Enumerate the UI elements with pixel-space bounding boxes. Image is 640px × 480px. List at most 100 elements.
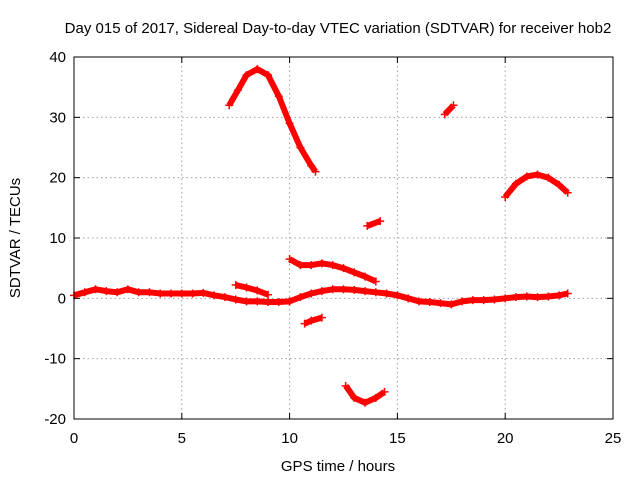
data-point xyxy=(341,381,350,390)
data-point xyxy=(274,297,283,306)
data-point xyxy=(376,217,385,226)
y-tick-label: -10 xyxy=(44,351,66,368)
series-line xyxy=(235,282,270,298)
data-point xyxy=(380,387,389,396)
series-falling-left xyxy=(231,281,273,299)
series-short-neg xyxy=(300,313,326,328)
y-tick-label: 40 xyxy=(49,49,66,66)
data-point xyxy=(490,295,499,304)
data-point xyxy=(563,188,572,197)
data-point xyxy=(231,281,240,290)
data-point xyxy=(231,295,240,304)
data-point xyxy=(188,289,197,298)
data-point xyxy=(339,264,348,273)
series-line xyxy=(366,218,382,229)
data-point xyxy=(296,143,305,152)
data-point xyxy=(80,288,89,297)
data-point xyxy=(317,259,326,268)
data-point xyxy=(311,167,320,176)
data-point xyxy=(145,288,154,297)
data-point xyxy=(242,297,251,306)
data-point xyxy=(285,255,294,264)
data-point xyxy=(511,179,520,188)
data-point xyxy=(264,71,273,80)
data-point xyxy=(134,288,143,297)
data-point xyxy=(501,294,510,303)
data-point xyxy=(440,110,449,119)
data-point xyxy=(274,92,283,101)
x-tick-label: 20 xyxy=(497,430,514,447)
x-tick-label: 15 xyxy=(389,430,406,447)
data-point xyxy=(253,297,262,306)
series-falling-mid xyxy=(285,255,380,286)
data-point xyxy=(404,294,413,303)
series-baseline-b xyxy=(285,285,572,309)
data-point xyxy=(533,170,542,179)
x-tick-label: 10 xyxy=(281,430,298,447)
data-point xyxy=(199,288,208,297)
x-tick-label: 0 xyxy=(70,430,78,447)
data-point xyxy=(350,393,359,402)
data-point xyxy=(328,261,337,270)
series-line xyxy=(442,103,456,117)
series-line xyxy=(226,66,318,174)
data-point xyxy=(414,297,423,306)
x-tick-label: 25 xyxy=(605,430,622,447)
data-point xyxy=(113,288,122,297)
grid xyxy=(74,57,613,419)
data-point xyxy=(233,86,242,95)
y-tick-label: 0 xyxy=(58,290,66,307)
axis-ticks: 0 5 10 15 20 25 -20 -10 0 10 20 30 40 xyxy=(44,49,621,447)
data-point xyxy=(91,285,100,294)
data-point xyxy=(123,285,132,294)
data-point xyxy=(307,261,316,270)
data-point xyxy=(447,300,456,309)
data-point xyxy=(350,268,359,277)
y-tick-label: 30 xyxy=(49,109,66,126)
data-point xyxy=(307,161,316,170)
data-point xyxy=(382,289,391,298)
data-point xyxy=(425,297,434,306)
data-point xyxy=(285,297,294,306)
data-point xyxy=(253,65,262,74)
data-point xyxy=(522,292,531,301)
data-point xyxy=(371,277,380,286)
data-point xyxy=(307,316,316,325)
data-point xyxy=(264,297,273,306)
data-point xyxy=(533,293,542,302)
data-point xyxy=(393,291,402,300)
data-point xyxy=(544,173,553,182)
data-point xyxy=(328,285,337,294)
data-point xyxy=(264,290,273,299)
data-point xyxy=(317,313,326,322)
series-arc-high xyxy=(225,65,320,176)
y-tick-label: -20 xyxy=(44,411,66,428)
data-point xyxy=(167,289,176,298)
data-point xyxy=(156,289,165,298)
data-point xyxy=(449,101,458,110)
data-point xyxy=(458,297,467,306)
series-line xyxy=(502,171,570,199)
data-point xyxy=(102,287,111,296)
data-point xyxy=(242,283,251,292)
data-point xyxy=(210,291,219,300)
data-point xyxy=(361,398,370,407)
data-point xyxy=(563,289,572,298)
series-arc-right xyxy=(501,170,572,201)
data-point xyxy=(363,221,372,230)
data-point xyxy=(361,287,370,296)
plot-frame xyxy=(73,56,614,420)
data-point xyxy=(242,71,251,80)
series-low-dip xyxy=(341,381,389,407)
data-point xyxy=(296,293,305,302)
data-point xyxy=(350,285,359,294)
data-point xyxy=(501,192,510,201)
data-point xyxy=(361,272,370,281)
chart-title: Day 015 of 2017, Sidereal Day-to-day VTE… xyxy=(65,20,612,37)
data-point xyxy=(555,291,564,300)
data-point xyxy=(317,287,326,296)
x-tick-label: 5 xyxy=(178,430,186,447)
series-short-12 xyxy=(363,217,385,230)
data-point xyxy=(511,293,520,302)
